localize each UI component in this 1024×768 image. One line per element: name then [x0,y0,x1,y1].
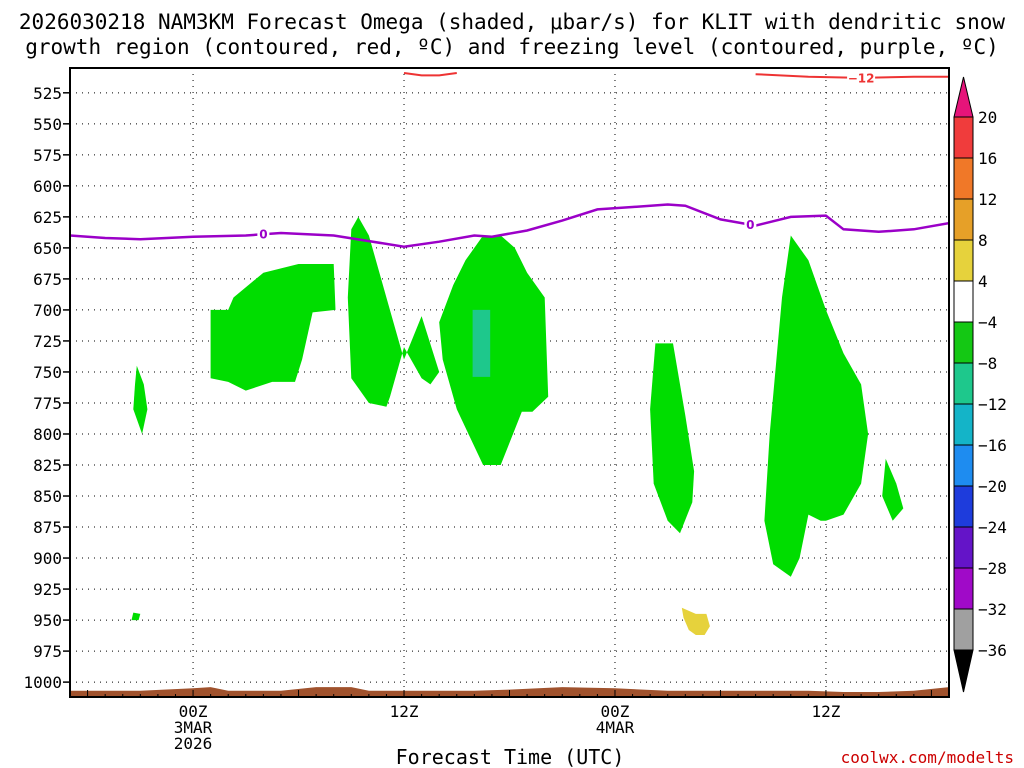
credit-text: coolwx.com/modelts [841,748,1014,767]
colorbar-label-9: −16 [978,436,1007,455]
freezing-label-bg-1 [257,227,270,241]
x-tick-label-24-2: 4MAR [596,718,635,737]
colorbar-label-10: −20 [978,477,1007,496]
y-tick-label-850: 850 [33,487,62,506]
colorbar-label-12: −28 [978,559,1007,578]
y-tick-label-925: 925 [33,580,62,599]
omega-region-3 [210,264,336,391]
freezing-label-bg-2 [744,217,757,231]
y-tick-label-975: 975 [33,642,62,661]
y-tick-label-650: 650 [33,239,62,258]
colorbar-label-6: −4 [978,313,997,332]
y-tick-label-625: 625 [33,208,62,227]
colorbar-label-4: 8 [978,231,988,250]
colorbar-label-1: 20 [978,108,997,127]
y-axis: 525 550 575 600 625 650 675 700 725 750 775 800 825 8… [23,84,70,692]
omega-region-2 [131,612,141,621]
colorbar-segment-8 [953,403,974,446]
y-tick-label-875: 875 [33,518,62,537]
colorbar-segment-1 [953,116,974,159]
colorbar-segment-3 [953,198,974,241]
y-tick-label-700: 700 [33,301,62,320]
x-tick-label-0-2: 3MAR [174,718,213,737]
y-tick-label-750: 750 [33,363,62,382]
x-tick-label-0-3: 2026 [174,734,213,753]
y-tick-label-575: 575 [33,146,62,165]
y-tick-label-775: 775 [33,394,62,413]
colorbar-top-arrow [953,76,974,118]
colorbar-label-14: −36 [978,641,1007,660]
omega-region-5 [439,235,549,465]
dgz-contour-2 [755,73,949,79]
omega-strong-region-1 [472,309,491,377]
colorbar-segment-13 [953,608,974,651]
colorbar-segment-12 [953,567,974,610]
colorbar-bottom-arrow [953,649,974,693]
y-tick-label-600: 600 [33,177,62,196]
omega-region-7 [764,235,869,577]
dgz-label: −12 [848,71,875,85]
omega-region-1 [133,365,148,434]
colorbar-label-7: −8 [978,354,997,373]
colorbar-label-8: −12 [978,395,1007,414]
chart-title-line-2: growth region (contoured, red, ºC) and f… [25,35,999,59]
y-tick-label-825: 825 [33,456,62,475]
omega-region-4 [347,216,440,407]
colorbar-segment-9 [953,444,974,487]
colorbar: 20 16 12 8 4 −4 −8 −12 −16 −20 −24 −28 −32 −36 [953,76,1007,693]
y-tick-label-900: 900 [33,549,62,568]
y-tick-label-1000: 1000 [23,673,62,692]
colorbar-segment-6 [953,321,974,364]
omega-region-8 [882,458,904,521]
x-tick-label-36-1: 12Z [811,702,840,721]
colorbar-segment-7 [953,362,974,405]
y-tick-label-800: 800 [33,425,62,444]
x-tick-label-12-1: 12Z [390,702,419,721]
colorbar-label-5: 4 [978,272,988,291]
colorbar-segment-4 [953,239,974,282]
y-tick-label-550: 550 [33,115,62,134]
chart-title-line-1: 2026030218 NAM3KM Forecast Omega (shaded… [19,10,1006,34]
colorbar-segment-5 [953,280,974,323]
omega-positive-region-1 [681,607,710,635]
omega-region-6 [650,343,695,534]
dgz-contour-1 [403,72,457,77]
y-tick-label-725: 725 [33,332,62,351]
colorbar-label-3: 12 [978,190,997,209]
x-tick-label-24-1: 00Z [601,702,630,721]
y-tick-label-525: 525 [33,84,62,103]
contour-lines: 0 0 −12 [70,70,949,248]
colorbar-label-2: 16 [978,149,997,168]
x-tick-label-0-1: 00Z [179,702,208,721]
y-tick-label-950: 950 [33,611,62,630]
colorbar-label-13: −32 [978,600,1007,619]
colorbar-label-11: −24 [978,518,1007,537]
freezing-label-2: 0 [746,218,754,232]
colorbar-segment-10 [953,485,974,528]
colorbar-segment-2 [953,157,974,200]
dgz-label-bg [847,70,876,84]
freezing-label-1: 0 [259,228,267,242]
x-axis-label: Forecast Time (UTC) [396,745,625,768]
freezing-level-line [70,203,949,248]
y-tick-label-675: 675 [33,270,62,289]
colorbar-segment-11 [953,526,974,569]
omega-shading [131,216,904,635]
